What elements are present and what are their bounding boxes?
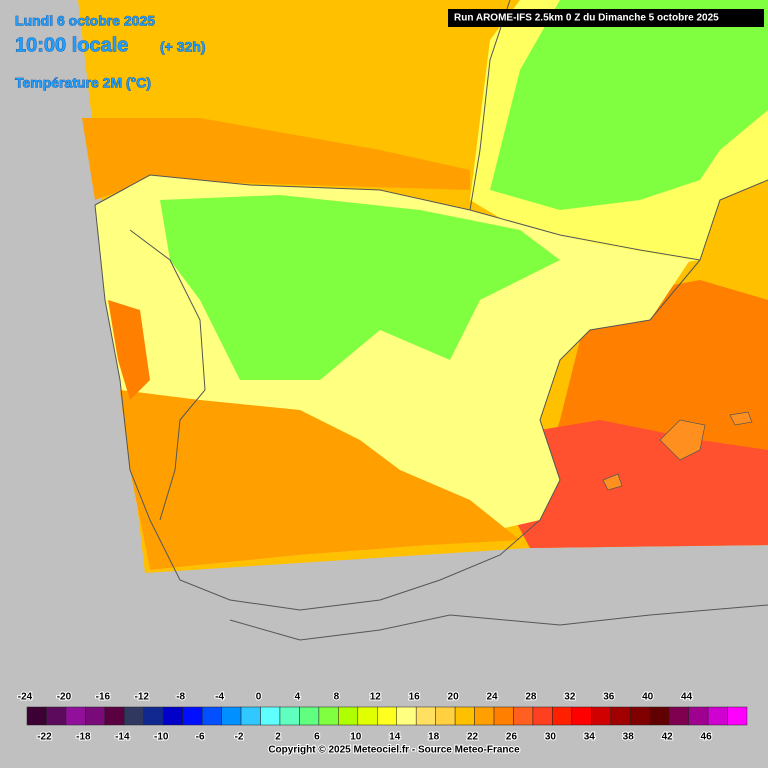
legend-swatch [162,706,183,726]
legend-tick-label: 22 [467,732,479,743]
legend-tick-label: 28 [525,692,537,703]
forecast-date: Lundi 6 octobre 2025 [15,13,155,29]
legend-tick-label: -10 [154,732,169,743]
legend-tick-label: 10 [350,732,362,743]
legend-tick-label: 14 [389,732,401,743]
legend-swatch [240,706,261,726]
legend-swatch [474,706,495,726]
legend-swatch [46,706,67,726]
legend-swatch [649,706,670,726]
legend-tick-label: -2 [235,732,244,743]
legend-tick-label: 40 [642,692,654,703]
legend-tick-label: -6 [196,732,205,743]
legend-swatch [260,706,281,726]
legend-swatch [454,706,475,726]
africa-coast [229,604,768,641]
france-green [490,0,768,210]
legend-swatch [182,706,203,726]
legend-swatch [357,706,378,726]
legend-swatch [532,706,553,726]
run-info: Run AROME-IFS 2.5km 0 Z du Dimanche 5 oc… [454,13,719,24]
legend-tick-label: -22 [37,732,52,743]
legend-swatch [396,706,417,726]
legend-tick-label: 26 [506,732,518,743]
legend-swatch [26,706,47,726]
legend-tick-label: -14 [115,732,130,743]
legend-swatch [688,706,709,726]
legend-tick-label: -24 [18,692,33,703]
legend-swatch [552,706,573,726]
legend-tick-label: -12 [135,692,150,703]
legend-swatch [571,706,592,726]
iberia-green [160,195,560,380]
coastline [469,0,511,211]
mediterranean-south [515,420,768,548]
legend: -24-22-20-18-16-14-12-10-8-6-4-202468101… [17,691,748,744]
legend-swatch [299,706,320,726]
legend-tick-label: 30 [545,732,557,743]
legend-tick-label: 46 [701,732,713,743]
ibiza [602,473,623,491]
border [129,229,206,521]
legend-tick-label: 0 [256,692,262,703]
legend-tick-label: 4 [295,692,301,703]
legend-swatch [415,706,436,726]
legend-swatch [707,706,728,726]
legend-tick-label: 32 [564,692,576,703]
legend-tick-label: -18 [76,732,91,743]
copyright: Copyright © 2025 Meteociel.fr - Source M… [268,745,520,756]
legend-swatch [201,706,222,726]
legend-tick-label: 20 [448,692,460,703]
border [469,209,701,261]
run-box [448,9,764,27]
legend-swatch [279,706,300,726]
forecast-time: 10:00 locale [15,34,128,56]
legend-swatch [377,706,397,726]
legend-swatch [591,706,612,726]
legend-swatch [610,706,631,726]
legend-tick-label: 44 [681,692,693,703]
legend-tick-label: 16 [409,692,421,703]
legend-swatch [221,706,242,726]
legend-tick-label: 24 [486,692,498,703]
iberia-south-orange [120,390,520,570]
legend-tick-label: -20 [57,692,72,703]
legend-tick-label: 8 [334,692,340,703]
menorca [729,411,753,426]
legend-swatch [513,706,534,726]
legend-tick-label: 2 [275,732,281,743]
legend-swatch [338,706,359,726]
legend-tick-label: 18 [428,732,440,743]
mallorca [659,419,706,461]
legend-swatch [727,706,748,726]
portugal-coast [108,300,150,400]
legend-swatch [85,706,106,726]
legend-tick-label: -8 [176,692,185,703]
legend-swatch [124,706,145,726]
legend-tick-label: 38 [623,732,635,743]
legend-tick-label: 12 [370,692,382,703]
legend-swatch [104,706,125,726]
coastline [94,174,471,211]
legend-tick-label: 6 [314,732,320,743]
map [78,0,768,641]
parameter: Température 2M (°C) [15,75,151,91]
coastline [699,179,768,261]
legend-swatch [65,706,86,726]
coastline [94,204,701,611]
legend-tick-label: 34 [584,732,596,743]
legend-swatch [435,706,456,726]
legend-swatch [629,706,650,726]
legend-tick-label: -4 [215,692,224,703]
legend-swatch [318,706,339,726]
legend-tick-label: 36 [603,692,615,703]
legend-tick-label: -16 [96,692,111,703]
legend-swatch [668,706,689,726]
legend-swatch [493,706,514,726]
legend-swatch [143,706,164,726]
forecast-lead: (+ 32h) [160,39,206,55]
legend-tick-label: 42 [662,732,674,743]
